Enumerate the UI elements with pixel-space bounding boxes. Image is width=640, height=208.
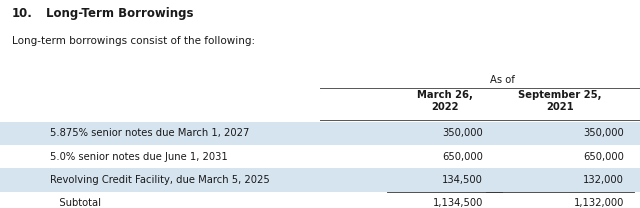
- Text: 10.: 10.: [12, 7, 33, 20]
- Text: 650,000: 650,000: [583, 152, 624, 162]
- Text: 1,134,500: 1,134,500: [433, 198, 483, 208]
- Text: 132,000: 132,000: [583, 175, 624, 185]
- Text: Revolving Credit Facility, due March 5, 2025: Revolving Credit Facility, due March 5, …: [50, 175, 269, 185]
- Text: 350,000: 350,000: [442, 128, 483, 138]
- Text: Long-Term Borrowings: Long-Term Borrowings: [46, 7, 193, 20]
- Text: 350,000: 350,000: [583, 128, 624, 138]
- Text: As of: As of: [490, 75, 515, 85]
- Text: 1,132,000: 1,132,000: [573, 198, 624, 208]
- Text: 134,500: 134,500: [442, 175, 483, 185]
- Text: Long-term borrowings consist of the following:: Long-term borrowings consist of the foll…: [12, 36, 255, 46]
- Text: September 25,
2021: September 25, 2021: [518, 90, 602, 112]
- Text: 650,000: 650,000: [442, 152, 483, 162]
- Text: Subtotal: Subtotal: [50, 198, 101, 208]
- Text: 5.0% senior notes due June 1, 2031: 5.0% senior notes due June 1, 2031: [50, 152, 228, 162]
- Text: March 26,
2022: March 26, 2022: [417, 90, 473, 112]
- Text: 5.875% senior notes due March 1, 2027: 5.875% senior notes due March 1, 2027: [50, 128, 250, 138]
